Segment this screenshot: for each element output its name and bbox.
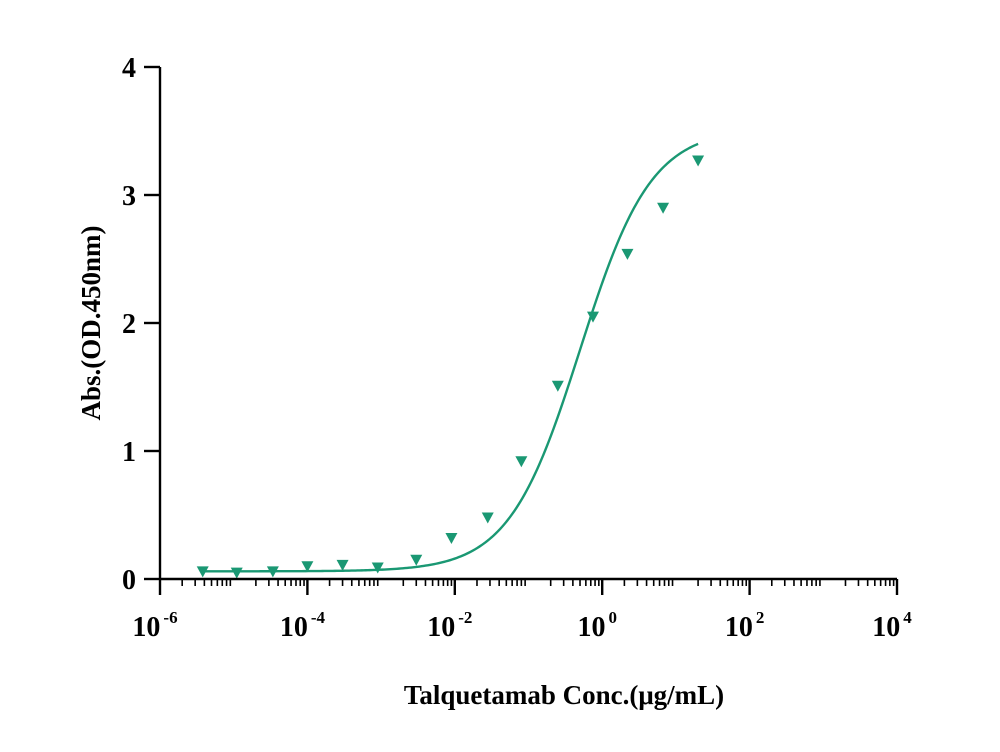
data-point — [481, 512, 494, 524]
data-point — [445, 533, 458, 545]
data-point — [692, 155, 705, 167]
x-tick-label: 10 2 — [725, 608, 765, 643]
y-tick-label: 3 — [122, 181, 136, 212]
data-point — [410, 554, 423, 566]
y-tick-label: 0 — [122, 565, 136, 596]
data-point — [657, 202, 670, 214]
y-axis-title: Abs.(OD.450nm) — [76, 225, 106, 420]
y-axis: 0 1 2 3 4 — [122, 53, 162, 596]
y-tick-label: 2 — [122, 309, 136, 340]
data-point — [196, 566, 209, 578]
data-point — [301, 561, 314, 573]
x-tick-label: 10 -6 — [132, 608, 177, 643]
data-point — [515, 456, 528, 468]
x-axis-title: Talquetamab Conc.(μg/mL) — [404, 680, 724, 710]
x-tick-label: 10 -4 — [280, 608, 326, 643]
data-point — [266, 566, 279, 578]
data-point — [371, 562, 384, 574]
x-tick-label: 10 4 — [872, 608, 912, 643]
fit-curve — [202, 142, 699, 573]
x-tick-label: 10 -2 — [427, 608, 472, 643]
data-point — [586, 311, 599, 323]
x-tick-label: 10 0 — [577, 608, 617, 643]
x-axis: 10 -6 10 -4 10 -2 10 0 10 2 10 4 — [132, 577, 912, 643]
y-tick-label: 1 — [122, 437, 136, 468]
data-point — [551, 380, 564, 392]
data-point — [336, 559, 349, 571]
y-tick-label: 4 — [122, 53, 136, 84]
data-point — [621, 248, 634, 260]
plot-area — [196, 142, 705, 579]
data-point — [230, 567, 243, 579]
